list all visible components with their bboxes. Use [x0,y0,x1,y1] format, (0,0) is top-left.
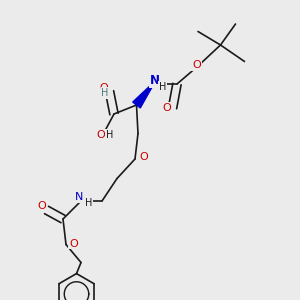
Text: N: N [149,74,160,87]
Text: O: O [139,152,148,162]
Text: O: O [96,130,105,140]
Text: H: H [101,88,109,98]
Text: O: O [69,238,78,249]
Text: O: O [38,201,46,212]
Text: N: N [75,192,84,203]
Text: O: O [162,103,171,113]
Text: H: H [106,130,113,140]
Text: O: O [100,83,109,93]
Text: H: H [85,198,92,208]
Text: H: H [159,82,167,92]
Text: O: O [192,60,201,70]
Polygon shape [133,84,154,108]
